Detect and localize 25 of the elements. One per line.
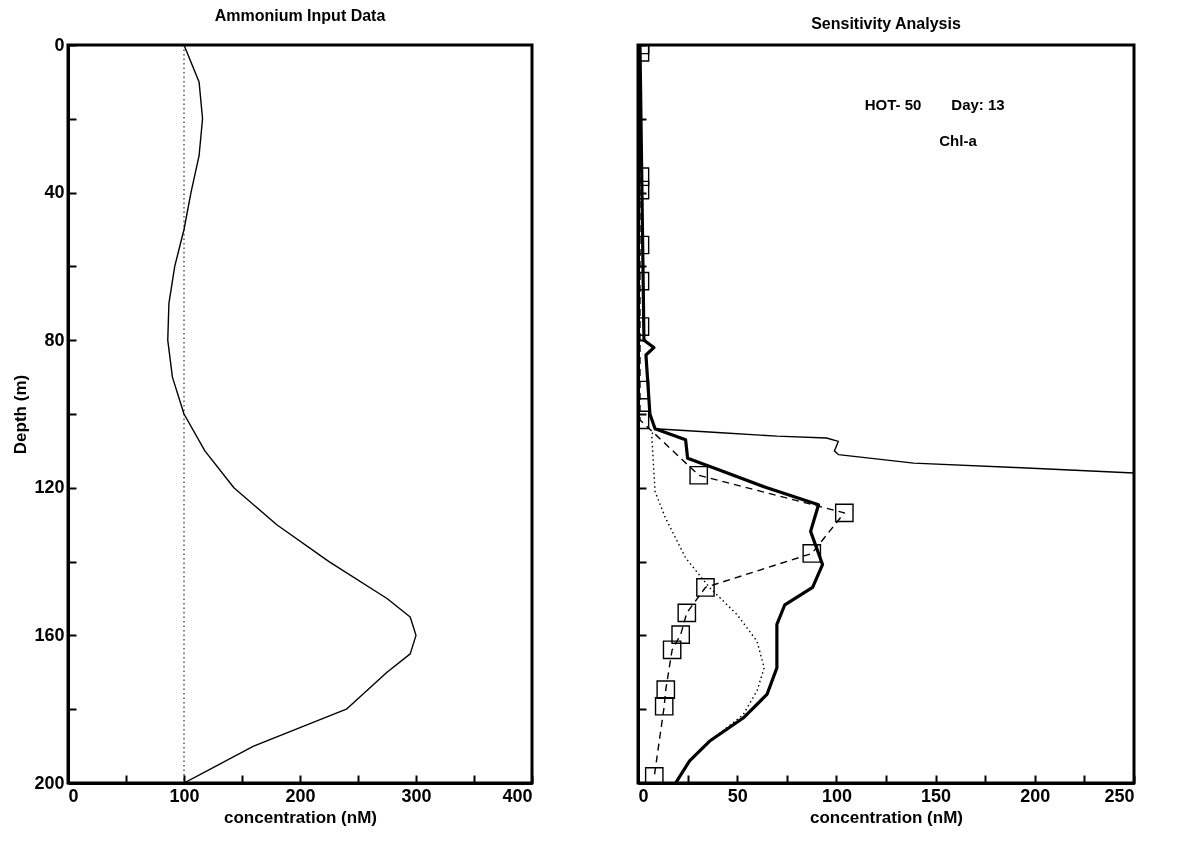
y-axis-title: Depth (m) (11, 374, 31, 455)
x-tick-label: 200 (285, 785, 316, 806)
x-tick-label: 0 (638, 785, 649, 806)
x-tick-label: 50 (727, 785, 748, 806)
annotation: Chl-a (939, 132, 978, 149)
annotation: Day: 13 (951, 96, 1005, 113)
y-tick-label: 200 (34, 772, 65, 793)
annotation: HOT- 50 (864, 96, 922, 113)
x-tick-label: 200 (1020, 785, 1051, 806)
x-tick-label: 300 (401, 785, 432, 806)
x-tick-label: 100 (169, 785, 200, 806)
x-axis-title: concentration (nM) (810, 807, 963, 827)
y-tick-label: 0 (54, 34, 65, 55)
y-tick-label: 40 (44, 182, 65, 203)
x-tick-label: 250 (1104, 785, 1135, 806)
y-tick-label: 120 (34, 477, 65, 498)
y-tick-label: 160 (34, 624, 65, 645)
x-tick-label: 150 (921, 785, 952, 806)
y-tick-label: 80 (44, 329, 65, 350)
chart-title: Sensitivity Analysis (811, 15, 961, 32)
x-tick-label: 400 (502, 785, 533, 806)
chart-title: Ammonium Input Data (214, 7, 386, 24)
x-axis-title: concentration (nM) (224, 807, 377, 827)
x-tick-label: 0 (68, 785, 79, 806)
x-tick-label: 100 (821, 785, 852, 806)
